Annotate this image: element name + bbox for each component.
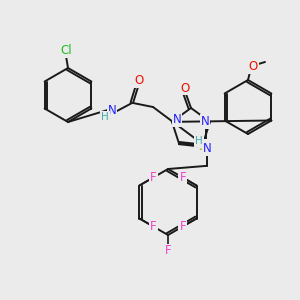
Text: O: O — [180, 82, 190, 94]
Text: F: F — [179, 220, 186, 233]
Text: F: F — [150, 220, 157, 233]
Text: O: O — [248, 61, 258, 74]
Text: Cl: Cl — [60, 44, 72, 58]
Text: N: N — [172, 113, 182, 126]
Text: H: H — [195, 136, 203, 146]
Text: F: F — [179, 171, 186, 184]
Text: O: O — [134, 74, 144, 88]
Text: N: N — [201, 115, 209, 128]
Text: H: H — [101, 112, 109, 122]
Text: S: S — [199, 140, 206, 153]
Text: F: F — [150, 171, 157, 184]
Text: F: F — [165, 244, 171, 257]
Text: N: N — [202, 142, 211, 155]
Text: N: N — [108, 104, 116, 118]
